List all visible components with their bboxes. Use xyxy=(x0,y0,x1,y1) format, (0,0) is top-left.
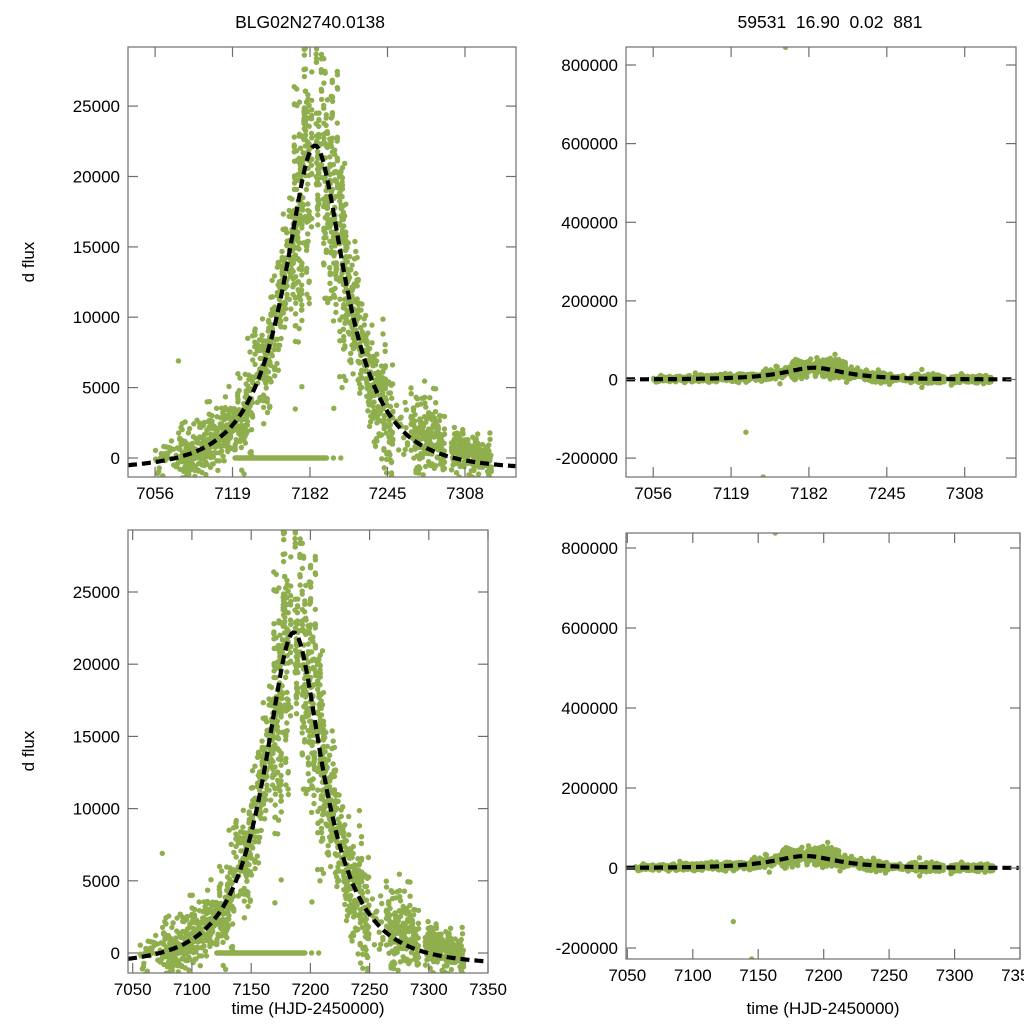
y-tick-label: 15000 xyxy=(73,727,120,746)
x-tick-label: 7300 xyxy=(936,966,974,985)
tick-labels: 7050 7100 7150 7200 7250 7300 7350 0 5000 10000 15… xyxy=(73,583,507,999)
plot-frame xyxy=(625,532,1021,960)
panel-title-right: 59531 16.90 0.02 881 xyxy=(738,12,923,32)
y-tick-label: 20000 xyxy=(73,168,120,187)
y-tick-label: 400000 xyxy=(561,213,618,232)
y-axis-label-top-left: d flux xyxy=(19,241,38,282)
y-tick-label: 800000 xyxy=(561,539,618,558)
panel-top-left: 7056 7119 7182 7245 7308 0 5000 10000 15000 20000… xyxy=(73,46,517,503)
x-tick-label: 7350 xyxy=(1001,966,1024,985)
model-curve xyxy=(626,853,1019,870)
tick-labels: 7050 7100 7150 7200 7250 7300 7350 -200000 0 2000… xyxy=(556,539,1024,985)
x-tick-label: 7308 xyxy=(446,484,484,503)
x-tick-label: 7050 xyxy=(114,980,152,999)
x-tick-label: 7200 xyxy=(805,966,843,985)
plot-frame xyxy=(127,529,489,974)
x-tick-label: 7050 xyxy=(608,966,646,985)
x-tick-label: 7200 xyxy=(291,980,329,999)
x-tick-label: 7245 xyxy=(868,484,906,503)
x-tick-label: 7119 xyxy=(214,484,251,503)
x-tick-label: 7350 xyxy=(469,980,507,999)
tick-marks xyxy=(128,47,516,477)
x-tick-label: 7150 xyxy=(232,980,270,999)
x-tick-label: 7308 xyxy=(946,484,984,503)
y-tick-label: 5000 xyxy=(82,379,120,398)
scatter-points xyxy=(632,533,996,959)
y-tick-label: 200000 xyxy=(561,292,618,311)
x-tick-label: 7182 xyxy=(291,484,329,503)
y-tick-label: 200000 xyxy=(561,779,618,798)
y-tick-label: 0 xyxy=(609,371,618,390)
scatter-points xyxy=(137,530,467,973)
panel-bottom-right: 7050 7100 7150 7200 7250 7300 7350 -200000 0 2000… xyxy=(556,532,1024,985)
y-tick-label: 25000 xyxy=(73,97,120,116)
y-tick-label: 0 xyxy=(111,944,120,963)
x-tick-label: 7056 xyxy=(136,484,174,503)
y-tick-label: 15000 xyxy=(73,238,120,257)
x-axis-label-bottom-right: time (HJD-2450000) xyxy=(746,999,899,1018)
y-tick-label: 10000 xyxy=(73,308,120,327)
x-tick-label: 7300 xyxy=(410,980,448,999)
y-tick-label: 0 xyxy=(609,859,618,878)
x-tick-label: 7250 xyxy=(351,980,389,999)
y-tick-label: 600000 xyxy=(561,135,618,154)
y-tick-label: 25000 xyxy=(73,583,120,602)
y-tick-label: 5000 xyxy=(82,872,120,891)
scatter-points xyxy=(152,47,494,477)
model-curve xyxy=(128,630,487,964)
y-tick-label: -200000 xyxy=(556,449,618,468)
y-tick-label: 800000 xyxy=(561,56,618,75)
y-tick-label: 10000 xyxy=(73,800,120,819)
y-axis-label-bottom-left: d flux xyxy=(19,730,38,771)
tick-marks xyxy=(626,533,1021,959)
plot-area xyxy=(128,530,487,973)
plot-area xyxy=(626,533,1019,959)
plot-frame xyxy=(127,46,517,478)
tick-labels: 7056 7119 7182 7245 7308 -200000 0 200000 400000… xyxy=(556,56,984,503)
x-tick-label: 7150 xyxy=(739,966,777,985)
y-tick-label: -200000 xyxy=(556,939,618,958)
model-curve xyxy=(626,365,1016,382)
tick-labels: 7056 7119 7182 7245 7308 0 5000 10000 15000 20000… xyxy=(73,97,484,503)
panel-top-right: 7056 7119 7182 7245 7308 -200000 0 200000 400000… xyxy=(556,46,1017,503)
panel-title-left: BLG02N2740.0138 xyxy=(235,12,385,32)
tick-marks xyxy=(128,530,489,973)
x-tick-label: 7056 xyxy=(634,484,672,503)
x-tick-label: 7245 xyxy=(369,484,407,503)
tick-marks xyxy=(626,47,1016,477)
panel-bottom-left: 7050 7100 7150 7200 7250 7300 7350 0 5000 10000 15… xyxy=(73,529,507,999)
y-tick-label: 20000 xyxy=(73,655,120,674)
plot-area xyxy=(128,47,516,477)
x-tick-label: 7182 xyxy=(790,484,828,503)
x-tick-label: 7100 xyxy=(674,966,712,985)
x-axis-label-bottom-left: time (HJD-2450000) xyxy=(231,999,384,1018)
y-tick-label: 400000 xyxy=(561,699,618,718)
x-tick-label: 7100 xyxy=(173,980,211,999)
plot-area xyxy=(626,47,1016,477)
scatter-points xyxy=(650,47,994,477)
x-tick-label: 7119 xyxy=(713,484,750,503)
x-tick-label: 7250 xyxy=(870,966,908,985)
model-curve xyxy=(128,143,516,469)
plot-frame xyxy=(625,46,1017,478)
y-tick-label: 600000 xyxy=(561,619,618,638)
y-tick-label: 0 xyxy=(111,449,120,468)
